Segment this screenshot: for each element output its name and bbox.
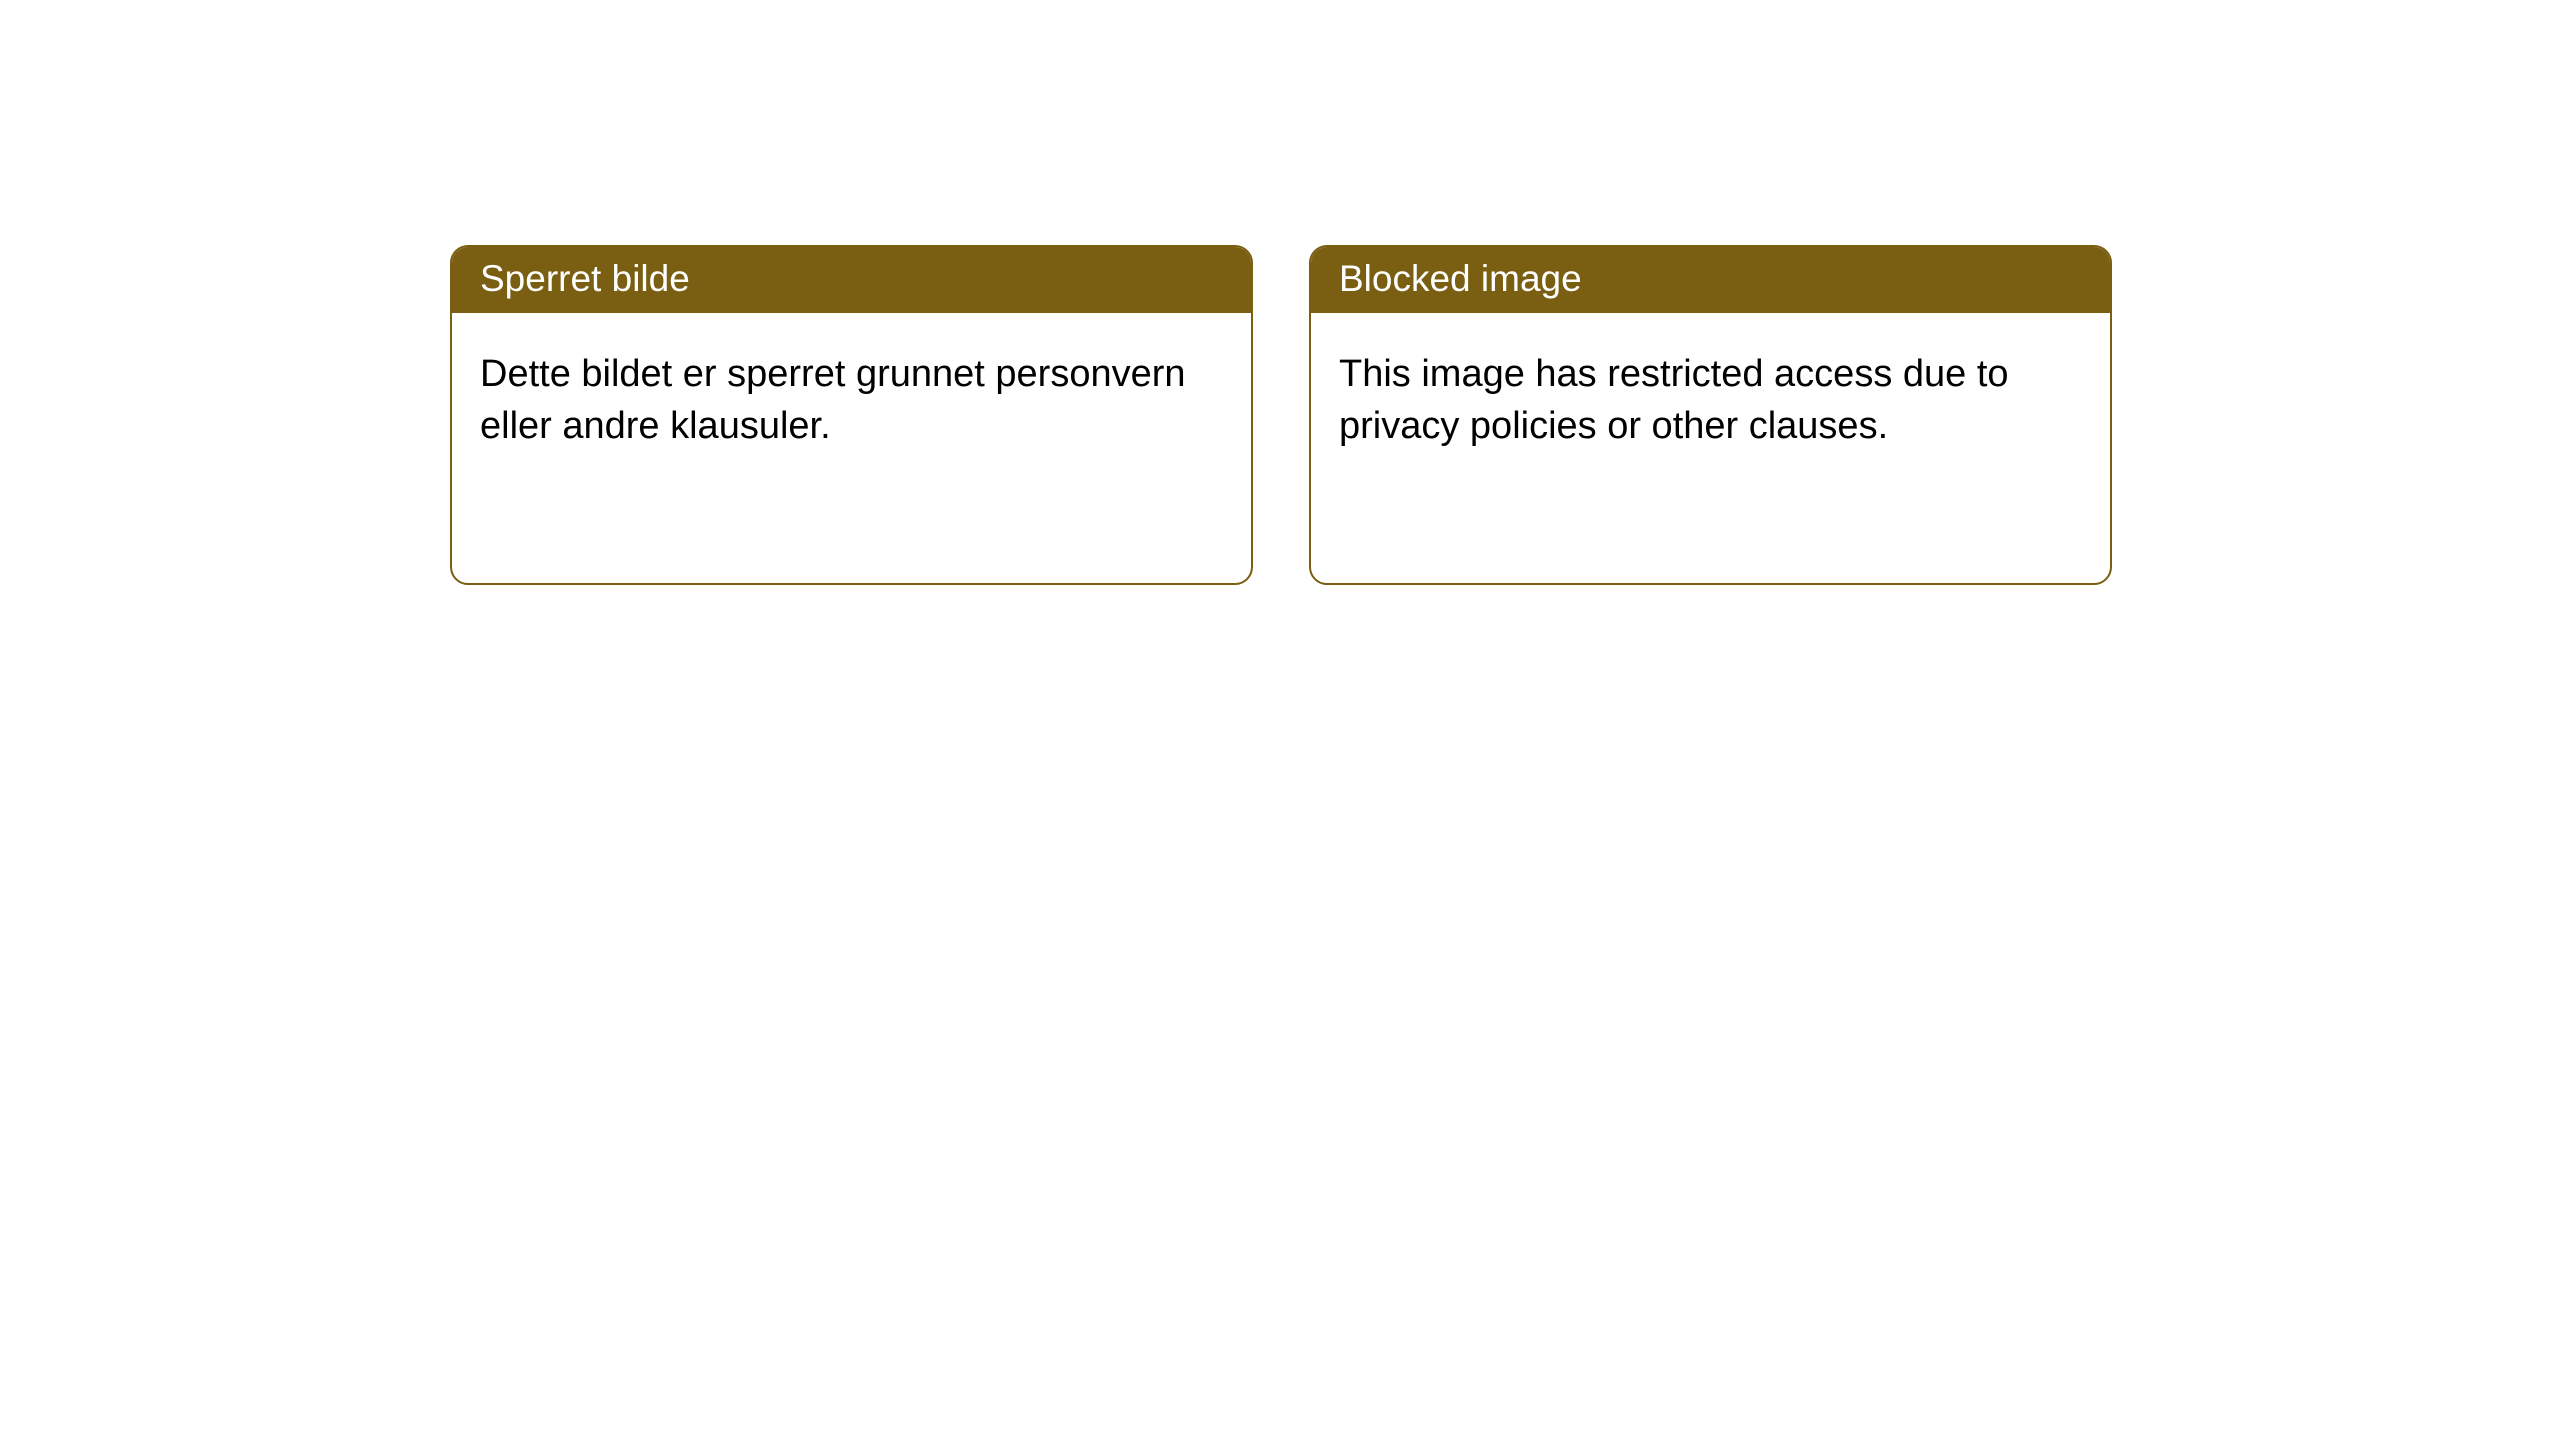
notice-card-body: This image has restricted access due to …	[1311, 313, 2110, 583]
notice-card-title: Blocked image	[1311, 247, 2110, 313]
notice-card-body: Dette bildet er sperret grunnet personve…	[452, 313, 1251, 583]
notice-card-english: Blocked image This image has restricted …	[1309, 245, 2112, 585]
notice-card-norwegian: Sperret bilde Dette bildet er sperret gr…	[450, 245, 1253, 585]
notice-card-title: Sperret bilde	[452, 247, 1251, 313]
notice-cards-container: Sperret bilde Dette bildet er sperret gr…	[450, 245, 2112, 585]
